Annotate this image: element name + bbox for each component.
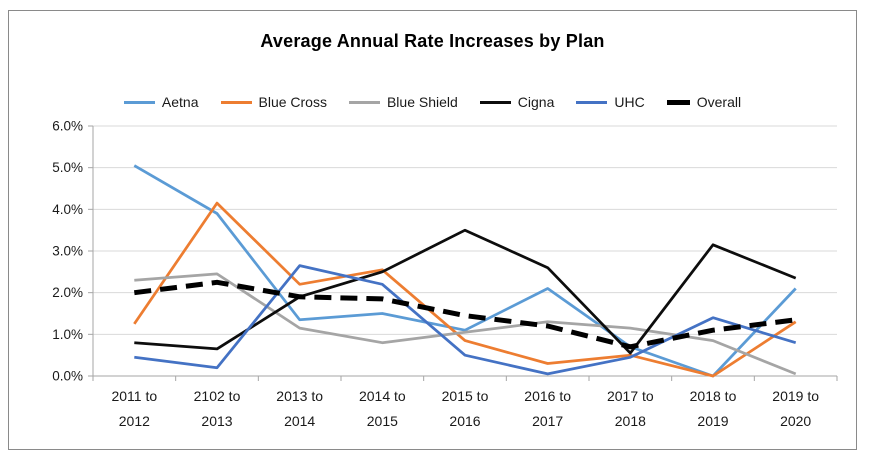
chart-legend: Aetna Blue Cross Blue Shield Cigna UHC Overal… [9, 95, 856, 109]
y-tick-label: 1.0% [52, 327, 83, 342]
legend-item-aetna: Aetna [123, 94, 199, 110]
legend-label: UHC [614, 94, 645, 110]
y-tick-label: 5.0% [52, 160, 83, 175]
plot-area: 0.0% 1.0% 2.0% 3.0% 4.0% 5.0% 6.0% 2011 to 2012 2… [52, 119, 838, 429]
x-tick-label: 2011 to [111, 388, 157, 404]
x-tick-label: 2014 [284, 413, 315, 429]
x-tick-label: 2016 [449, 413, 480, 429]
y-tick-label: 0.0% [52, 369, 83, 384]
x-tick-label: 2015 [367, 413, 398, 429]
x-tick-label: 2013 [201, 413, 232, 429]
legend-swatch-blue-shield [348, 100, 380, 104]
series-line-overall [133, 279, 797, 350]
legend-item-cigna: Cigna [479, 94, 555, 110]
x-tick-label: 2015 to [442, 388, 489, 404]
x-tick-label: 2017 [532, 413, 563, 429]
x-tick-label: 2102 to [194, 388, 241, 404]
legend-item-blue-shield: Blue Shield [348, 94, 458, 110]
legend-item-blue-cross: Blue Cross [220, 94, 327, 110]
x-tick-label: 2018 to [690, 388, 737, 404]
legend-label: Blue Shield [386, 94, 458, 110]
y-tick-label: 6.0% [52, 119, 83, 134]
y-tick-label: 3.0% [52, 244, 83, 259]
x-tick-label: 2014 to [359, 388, 406, 404]
legend-swatch-uhc [576, 100, 608, 104]
legend-swatch-overall [666, 99, 690, 105]
x-tick-label: 2019 [697, 413, 728, 429]
series-line-blue-cross [133, 201, 797, 378]
legend-label: Overall [696, 94, 742, 110]
x-tick-label: 2012 [119, 413, 150, 429]
legend-item-uhc: UHC [576, 94, 645, 110]
legend-swatch-cigna [479, 100, 511, 104]
legend-swatch-aetna [123, 100, 155, 104]
legend-label: Cigna [517, 94, 555, 110]
legend-label: Blue Cross [258, 94, 327, 110]
x-tick-label: 2020 [780, 413, 811, 429]
chart-frame: Average Annual Rate Increases by Plan Ae… [8, 10, 857, 450]
legend-swatch-blue-cross [220, 100, 252, 104]
x-tick-label: 2018 [615, 413, 646, 429]
series-line-aetna [133, 164, 797, 378]
legend-label: Aetna [161, 94, 199, 110]
x-tick-label: 2017 to [607, 388, 654, 404]
legend-item-overall: Overall [666, 94, 742, 110]
x-tick-label: 2019 to [772, 388, 819, 404]
chart-title: Average Annual Rate Increases by Plan [260, 31, 605, 51]
series-line-uhc [134, 264, 797, 376]
y-tick-label: 4.0% [52, 202, 83, 217]
series-line-blue-shield [134, 272, 797, 376]
x-tick-label: 2016 to [524, 388, 571, 404]
y-tick-label: 2.0% [52, 285, 83, 300]
x-tick-label: 2013 to [276, 388, 323, 404]
